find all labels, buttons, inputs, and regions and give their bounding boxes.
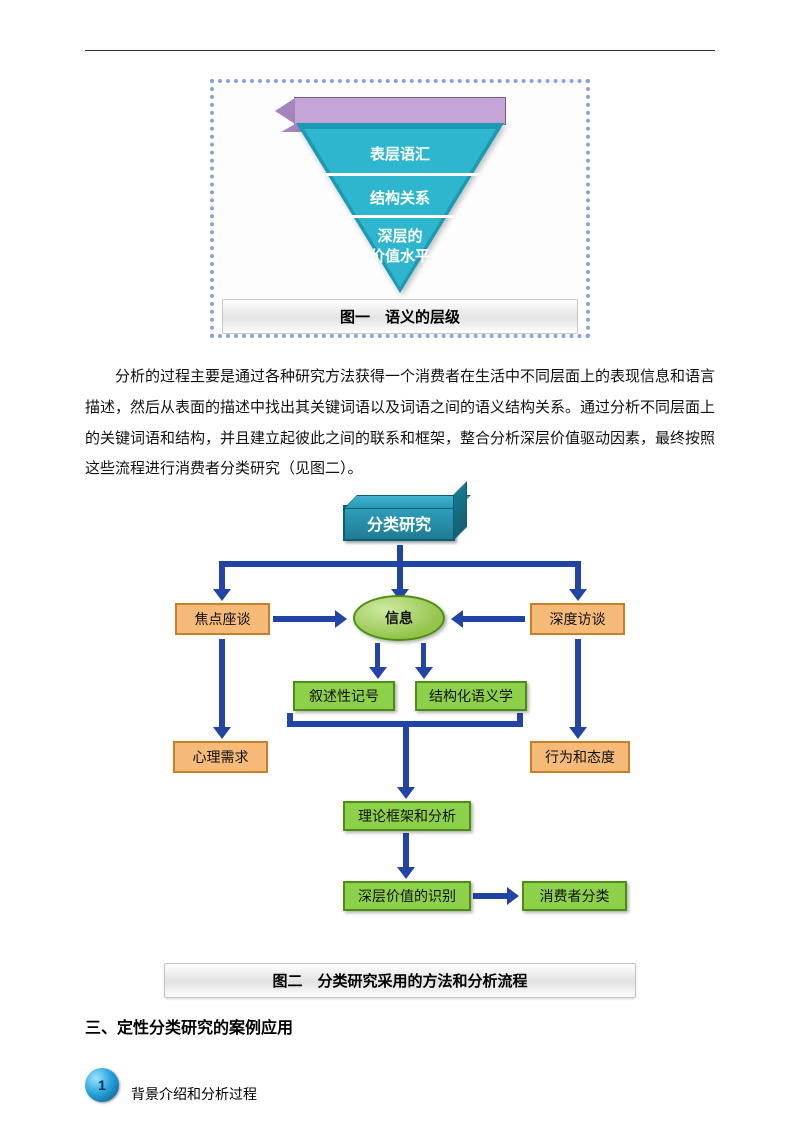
arrow-icon [403, 721, 409, 787]
node-focus-group: 焦点座谈 [175, 603, 270, 635]
node-theory: 理论框架和分析 [343, 801, 471, 831]
arrow-icon [403, 833, 409, 867]
arrow-icon [575, 639, 581, 727]
arrow-icon [473, 893, 507, 899]
footer-text: 背景介绍和分析过程 [131, 1084, 257, 1104]
body-paragraph: 分析的过程主要是通过各种研究方法获得一个消费者在生活中不同层面上的表现信息和语言… [85, 362, 715, 485]
arrow-icon [273, 616, 335, 622]
node-psych-need: 心理需求 [173, 741, 268, 773]
section-heading: 三、定性分类研究的案例应用 [85, 1014, 715, 1038]
node-depth-interview: 深度访谈 [530, 603, 625, 635]
node-info: 信息 [353, 595, 445, 641]
band-label-3: 深层的 价值水平 [350, 227, 450, 266]
page-number-ball: 1 [85, 1068, 119, 1102]
arrow-stub [517, 713, 523, 727]
figure-2-caption: 图二 分类研究采用的方法和分析流程 [164, 963, 636, 998]
figure-1: 表层语汇 结构关系 深层的 价值水平 图一 语义的层级 [210, 79, 590, 338]
pyramid-top-block [294, 97, 506, 125]
arrow-bar [219, 561, 581, 567]
node-structural: 结构化语义学 [415, 681, 527, 711]
arrow-stub [287, 713, 293, 727]
figure-2-flowchart: 分类研究 焦点座谈 深度访谈 信息 叙述性记号 结构化语义学 心理需求 行为和态… [165, 493, 635, 953]
band-label-2: 结构关系 [335, 189, 465, 209]
arrow-icon [219, 561, 225, 589]
document-page: 表层语汇 结构关系 深层的 价值水平 图一 语义的层级 分析的过程主要是通过各种… [0, 0, 800, 1132]
band-separator [320, 173, 480, 176]
arrow-icon [463, 616, 525, 622]
figure-1-caption: 图一 语义的层级 [222, 299, 578, 334]
arrow-icon [375, 643, 380, 667]
node-deep-value: 深层价值的识别 [343, 881, 471, 911]
top-rule [85, 50, 715, 51]
page-footer: 1 背景介绍和分析过程 [85, 1068, 715, 1102]
arrow-icon [575, 561, 581, 589]
arrow-icon [421, 643, 426, 667]
arrow-icon [397, 545, 403, 589]
page-number: 1 [98, 1077, 106, 1093]
node-top: 分类研究 [343, 505, 455, 541]
band-separator [346, 215, 454, 218]
node-consumer-class: 消费者分类 [522, 881, 627, 911]
node-behavior: 行为和态度 [530, 741, 630, 773]
pyramid-diagram: 表层语汇 结构关系 深层的 价值水平 [220, 89, 580, 299]
node-narrative: 叙述性记号 [293, 681, 395, 711]
band-label-1: 表层语汇 [315, 145, 485, 165]
arrow-icon [219, 639, 225, 727]
